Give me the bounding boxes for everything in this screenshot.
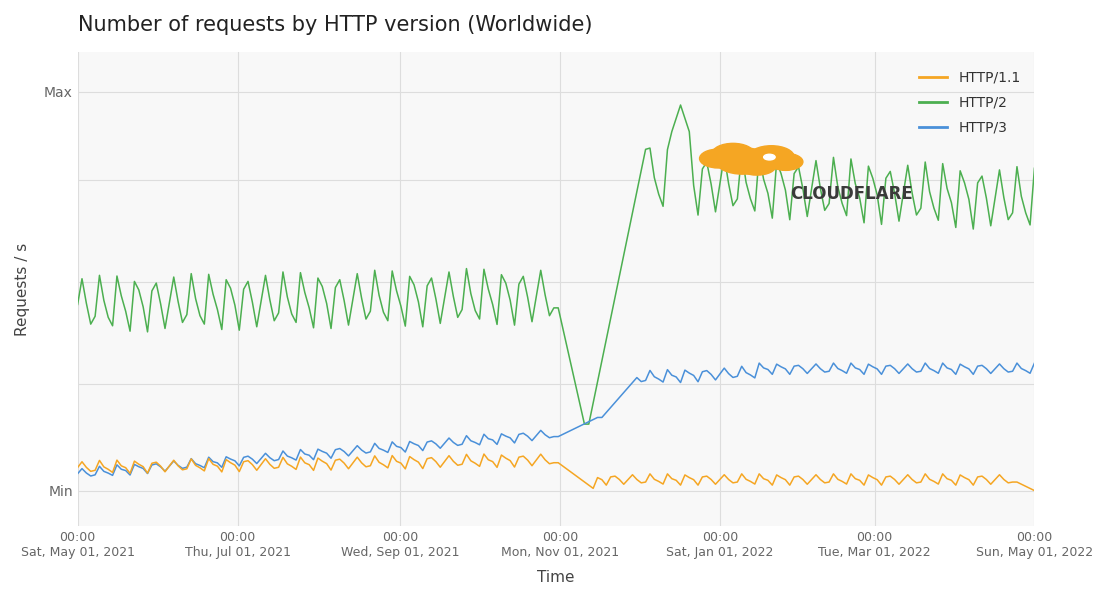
Circle shape (699, 149, 738, 168)
Y-axis label: Requests / s: Requests / s (16, 242, 30, 335)
Circle shape (769, 154, 803, 170)
Text: Number of requests by HTTP version (Worldwide): Number of requests by HTTP version (Worl… (78, 15, 592, 35)
Text: CLOUDFLARE: CLOUDFLARE (790, 185, 913, 203)
Legend: HTTP/1.1, HTTP/2, HTTP/3: HTTP/1.1, HTTP/2, HTTP/3 (913, 64, 1027, 142)
Circle shape (716, 148, 769, 174)
Circle shape (763, 154, 776, 160)
Circle shape (748, 146, 794, 169)
Circle shape (738, 156, 776, 175)
X-axis label: Time: Time (537, 570, 575, 585)
Circle shape (712, 143, 755, 164)
